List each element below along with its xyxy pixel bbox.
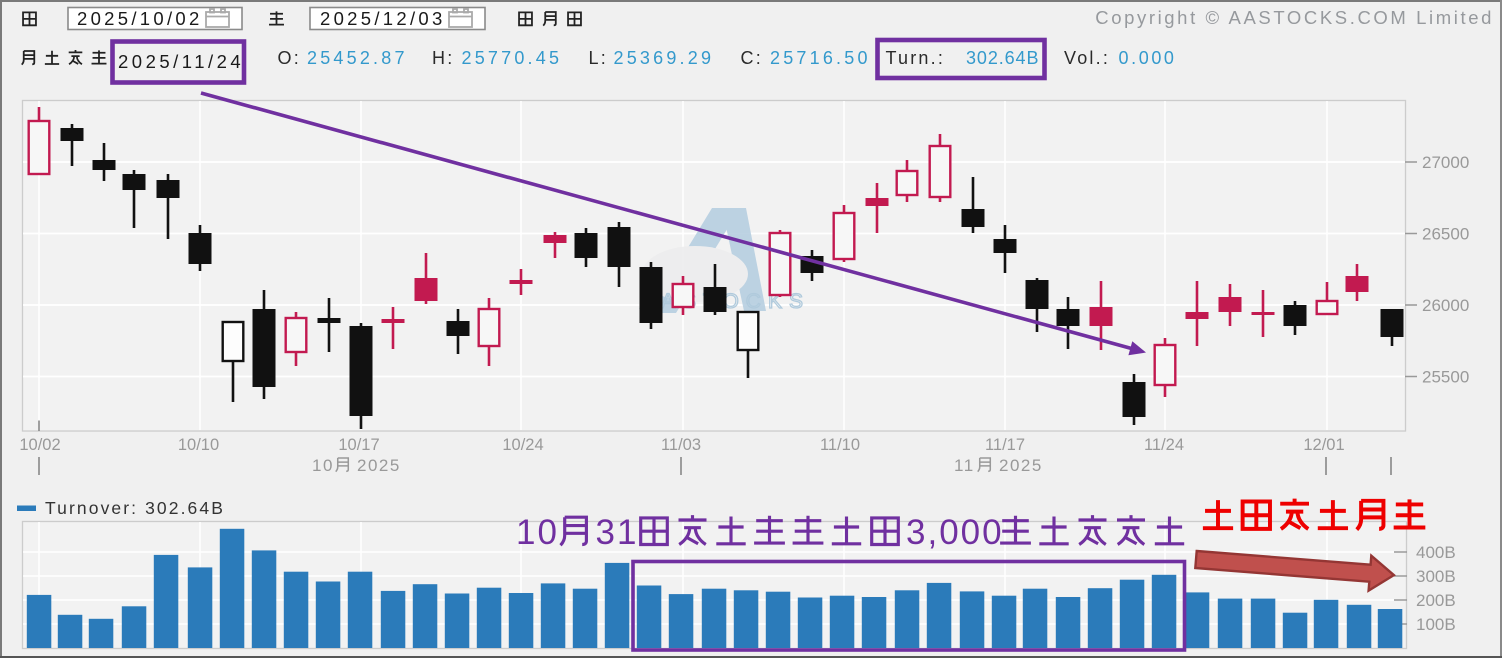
svg-text:25369.29: 25369.29 — [614, 48, 715, 68]
svg-text:25452.87: 25452.87 — [307, 48, 408, 68]
svg-text:25500: 25500 — [1422, 368, 1469, 387]
svg-text:L:: L: — [589, 48, 608, 68]
svg-text:31: 31 — [596, 513, 639, 552]
svg-text:2025: 2025 — [357, 456, 401, 475]
svg-text:12/01: 12/01 — [1303, 436, 1344, 454]
svg-text:11/10: 11/10 — [820, 436, 860, 454]
svg-text:25770.45: 25770.45 — [462, 48, 563, 68]
svg-text:10/17: 10/17 — [338, 436, 379, 454]
svg-text:100B: 100B — [1416, 615, 1456, 634]
svg-text:2025/10/02: 2025/10/02 — [77, 8, 203, 29]
svg-text:Turnover: 302.64B: Turnover: 302.64B — [45, 498, 225, 518]
svg-text:11: 11 — [954, 456, 975, 475]
svg-text:27000: 27000 — [1422, 153, 1469, 172]
svg-text:3,000: 3,000 — [906, 513, 1004, 552]
svg-text:11/17: 11/17 — [985, 436, 1025, 454]
svg-text:11/24: 11/24 — [1144, 436, 1184, 454]
svg-text:300B: 300B — [1416, 567, 1456, 586]
svg-text:O:: O: — [278, 48, 301, 68]
svg-text:11/03: 11/03 — [661, 436, 701, 454]
svg-text:25716.50: 25716.50 — [770, 48, 871, 68]
svg-text:302.64B: 302.64B — [966, 48, 1039, 68]
svg-text:0.000: 0.000 — [1119, 48, 1177, 68]
svg-text:C:: C: — [741, 48, 763, 68]
svg-text:10: 10 — [516, 513, 559, 552]
svg-text:10/02: 10/02 — [19, 436, 60, 454]
svg-text:H:: H: — [432, 48, 454, 68]
svg-text:200B: 200B — [1416, 591, 1456, 610]
svg-text:2025/12/03: 2025/12/03 — [320, 8, 446, 29]
svg-text:Turn.:: Turn.: — [886, 48, 946, 68]
svg-text:Copyright © AASTOCKS.COM Limit: Copyright © AASTOCKS.COM Limited — [1095, 7, 1494, 28]
svg-text:26500: 26500 — [1422, 225, 1469, 244]
svg-text:10/24: 10/24 — [502, 436, 543, 454]
svg-text:Vol.:: Vol.: — [1064, 48, 1110, 68]
svg-text:10/10: 10/10 — [178, 436, 219, 454]
svg-text:2025: 2025 — [999, 456, 1043, 475]
svg-text:26000: 26000 — [1422, 296, 1469, 315]
svg-text:2025/11/24: 2025/11/24 — [118, 51, 244, 72]
svg-text:10: 10 — [312, 456, 334, 475]
svg-text:400B: 400B — [1416, 543, 1456, 562]
